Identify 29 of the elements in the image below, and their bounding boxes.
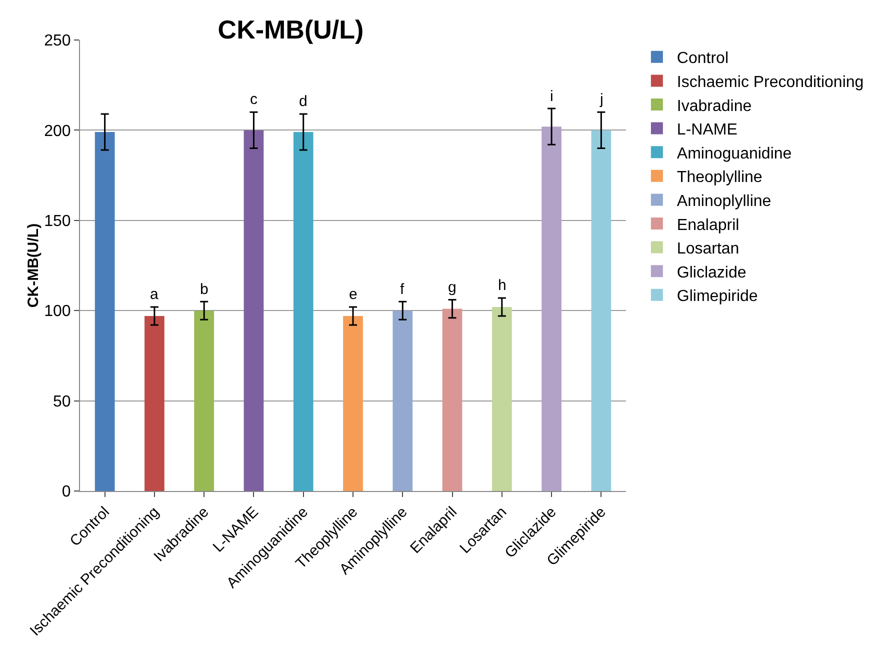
y-tick-label: 200 [44,122,71,140]
legend-label: Glimepiride [676,288,758,306]
legend-label: Gliclazide [676,264,746,282]
legend-label: Theoplylline [676,169,762,186]
y-tick-label: 150 [44,213,71,230]
annotation: d [299,93,308,110]
y-axis-title: CK-MB(U/L) [25,223,42,308]
annotation: a [150,286,159,303]
annotation: g [448,279,456,296]
legend-label: Ischaemic Preconditioning [676,74,864,91]
legend-label: Aminoguanidine [676,145,792,162]
legend-label: Ivabradine [676,98,752,115]
legend-label: Aminoplylline [676,192,772,210]
annotation: b [200,281,208,298]
annotation: f [400,281,405,298]
annotation: i [550,88,554,105]
legend-label: L-NAME [676,122,738,139]
annotation: e [349,286,358,303]
annotation: h [498,277,506,294]
legend-label: Losartan [676,240,740,258]
legend-label: Control [676,50,728,68]
annotation: j [599,91,604,108]
annotation: c [250,91,258,108]
y-tick-label: 100 [44,303,71,320]
legend-label: Enalapril [676,216,740,234]
chart-title: CK-MB(U/L) [218,14,364,44]
y-tick-label: 250 [44,32,71,50]
y-tick-label: 50 [53,393,71,410]
y-tick-label: 0 [62,484,71,501]
